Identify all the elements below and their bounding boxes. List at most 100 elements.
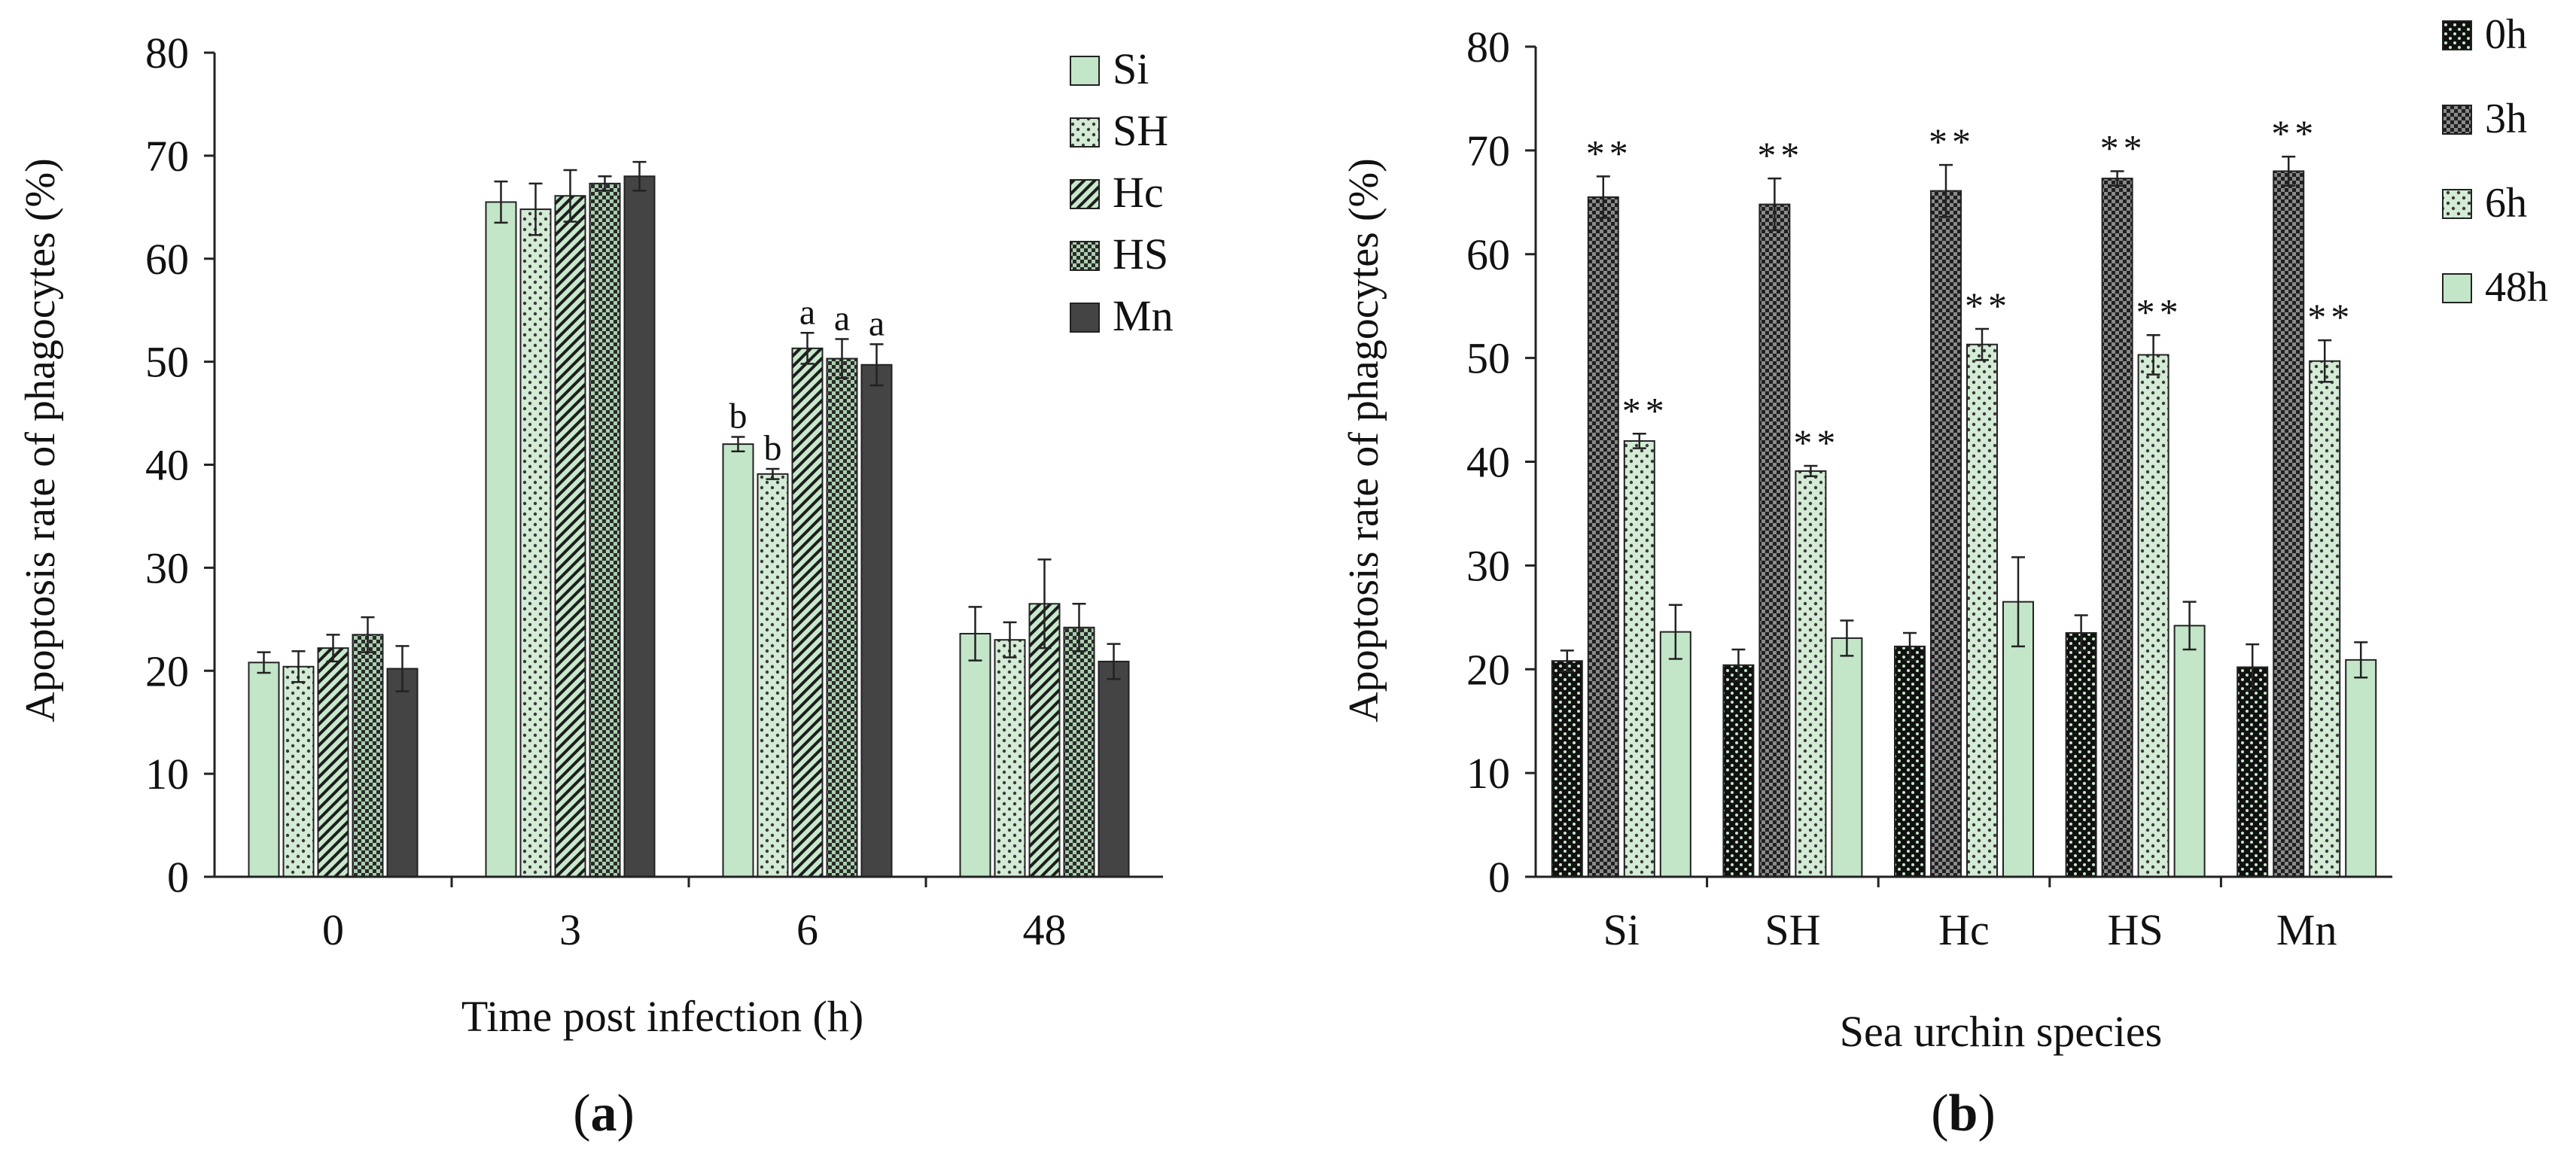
y-tick-label: 40 — [145, 441, 189, 490]
legend-label-Mn: Mn — [1113, 291, 1174, 340]
bar-SH-6 — [757, 473, 789, 878]
significance-label: ** — [2271, 112, 2318, 154]
y-tick-label: 0 — [1488, 853, 1510, 902]
significance-label: a — [869, 303, 885, 343]
bar-3h-HS — [2101, 178, 2133, 878]
legend-swatch-Si — [1070, 56, 1100, 86]
x-axis-ticks-a: 0 3 6 48 — [322, 877, 1067, 954]
panel-letter-b: b — [1949, 1085, 1978, 1142]
bar-0h-HS — [2065, 631, 2097, 878]
bar-Mn-0 — [386, 668, 419, 878]
bar-6h-Mn — [2309, 360, 2341, 878]
y-axis-ticks-b: 0 10 20 30 40 50 60 70 80 — [1466, 23, 1536, 902]
bar-Si-48 — [959, 632, 991, 878]
bar-3h-SH — [1758, 203, 1791, 878]
bar-3h-Mn — [2273, 170, 2305, 878]
x-tick-label: Si — [1603, 905, 1640, 954]
x-tick-label: HS — [2108, 905, 2163, 954]
bars-b: ** ** ** ** ** ** ** ** ** ** — [1551, 112, 2377, 878]
bar-0h-SH — [1722, 664, 1755, 878]
y-tick-label: 30 — [1466, 541, 1510, 590]
legend-label-SH: SH — [1113, 106, 1168, 155]
y-tick-label: 30 — [145, 543, 189, 592]
bar-Mn-3 — [623, 175, 656, 878]
panel-letter-a: a — [591, 1085, 617, 1142]
bar-Mn-6 — [860, 364, 893, 878]
x-tick-label: 48 — [1023, 905, 1067, 954]
y-tick-label: 10 — [145, 750, 189, 799]
legend-swatch-SH — [1070, 117, 1100, 148]
y-tick-label: 80 — [145, 29, 189, 78]
bar-0h-Mn — [2236, 666, 2269, 878]
x-tick-label: 6 — [796, 905, 818, 954]
y-tick-label: 20 — [145, 646, 189, 695]
bar-48h-Si — [1659, 631, 1691, 878]
y-tick-label: 10 — [1466, 749, 1510, 798]
y-axis-title-b: Apoptosis rate of phagocytes (%) — [1341, 158, 1387, 722]
legend-label-6h: 6h — [2485, 180, 2527, 227]
bar-Hc-3 — [554, 195, 586, 878]
y-tick-label: 50 — [145, 338, 189, 387]
x-axis-ticks-b: Si SH Hc HS Mn — [1603, 877, 2337, 954]
bar-HS-0 — [352, 634, 384, 878]
significance-label: a — [799, 292, 815, 332]
significance-label: ** — [1757, 134, 1804, 176]
panel-label-a: (a) — [573, 1085, 635, 1142]
legend-label-Hc: Hc — [1113, 168, 1164, 217]
significance-label: ** — [1965, 284, 2011, 327]
y-tick-label: 70 — [1466, 126, 1510, 175]
legend-swatch-3h — [2442, 105, 2472, 135]
y-tick-label: 40 — [1466, 438, 1510, 487]
legend-swatch-HS — [1070, 241, 1100, 271]
bar-48h-Mn — [2345, 659, 2377, 878]
bar-HS-48 — [1063, 626, 1095, 878]
y-tick-label: 70 — [145, 132, 189, 181]
legend-label-Si: Si — [1113, 44, 1149, 93]
significance-label: a — [834, 299, 850, 339]
significance-label: b — [764, 428, 782, 468]
bar-Si-6 — [722, 443, 754, 878]
bar-Mn-48 — [1098, 660, 1130, 878]
legend-swatch-Mn — [1070, 303, 1100, 333]
y-tick-label: 20 — [1466, 645, 1510, 694]
x-axis-title-b: Sea urchin species — [1840, 1007, 2162, 1056]
y-tick-label: 0 — [167, 853, 189, 902]
significance-label: b — [729, 397, 748, 437]
y-tick-label: 80 — [1466, 23, 1510, 71]
legend-b: 0h 3h 6h 48h — [2442, 11, 2548, 311]
legend-swatch-0h — [2442, 20, 2472, 50]
bar-6h-HS — [2137, 354, 2170, 878]
legend-label-HS: HS — [1113, 230, 1168, 278]
chart-panel-b: 0 10 20 30 40 50 60 70 80 ** ** ** ** ** ** ** ** ** ** S… — [1341, 11, 2548, 1142]
bar-6h-Si — [1623, 440, 1655, 878]
svg-text:(b): (b) — [1931, 1085, 1996, 1142]
significance-label: ** — [1793, 421, 1840, 464]
y-tick-label: 60 — [145, 235, 189, 284]
x-tick-label: 0 — [322, 905, 344, 954]
legend-swatch-48h — [2442, 273, 2472, 303]
bar-HS-3 — [589, 182, 621, 878]
svg-text:(a): (a) — [573, 1085, 635, 1142]
significance-label: ** — [1929, 120, 1975, 163]
bar-0h-Si — [1551, 660, 1583, 878]
x-tick-label: SH — [1765, 905, 1820, 954]
significance-label: ** — [1586, 132, 1633, 174]
legend-a: Si SH Hc HS Mn — [1070, 44, 1174, 340]
bar-Si-0 — [248, 662, 280, 878]
y-axis-ticks-a: 0 10 20 30 40 50 60 70 80 — [145, 29, 215, 902]
bar-6h-Hc — [1966, 343, 1998, 878]
legend-label-0h: 0h — [2485, 11, 2527, 58]
significance-label: ** — [2307, 296, 2354, 338]
significance-label: ** — [1622, 389, 1669, 431]
bar-Si-3 — [485, 201, 517, 878]
x-tick-label: Mn — [2276, 905, 2337, 954]
legend-swatch-Hc — [1070, 179, 1100, 209]
significance-label: ** — [2100, 126, 2147, 169]
legend-label-48h: 48h — [2485, 264, 2548, 311]
bar-48h-HS — [2173, 625, 2206, 878]
significance-label: ** — [2136, 291, 2183, 333]
y-tick-label: 60 — [1466, 230, 1510, 279]
bar-Hc-6 — [791, 347, 824, 878]
